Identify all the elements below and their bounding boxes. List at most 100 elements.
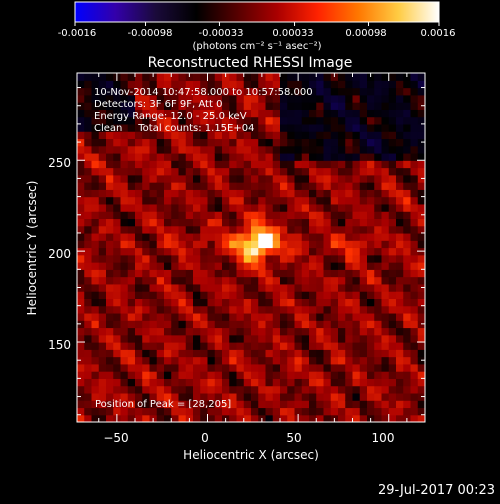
heatmap-cell bbox=[258, 312, 267, 321]
heatmap-cell bbox=[229, 298, 238, 307]
heatmap-cell bbox=[352, 116, 361, 125]
heatmap-cell bbox=[417, 312, 425, 321]
heatmap-cell bbox=[272, 407, 281, 416]
heatmap-cell bbox=[106, 254, 114, 263]
heatmap-cell bbox=[214, 203, 223, 212]
heatmap-cell bbox=[84, 312, 93, 321]
heatmap-cell bbox=[381, 283, 390, 292]
heatmap-cell bbox=[120, 414, 129, 422]
heatmap-cell bbox=[265, 283, 274, 292]
heatmap-cell bbox=[280, 145, 288, 154]
heatmap-cell bbox=[91, 371, 100, 379]
heatmap-cell bbox=[352, 247, 361, 256]
heatmap-cell bbox=[178, 211, 187, 220]
heatmap-cell bbox=[222, 327, 230, 336]
heatmap-cell bbox=[91, 356, 100, 365]
heatmap-cell bbox=[229, 414, 238, 422]
heatmap-cell bbox=[417, 334, 425, 343]
heatmap-cell bbox=[229, 334, 238, 343]
heatmap-cell bbox=[287, 203, 296, 212]
heatmap-cell bbox=[91, 131, 100, 140]
heatmap-cell bbox=[156, 196, 165, 205]
heatmap-cell bbox=[381, 378, 390, 387]
heatmap-cell bbox=[236, 94, 245, 103]
heatmap-cell bbox=[345, 392, 354, 401]
heatmap-cell bbox=[200, 262, 209, 270]
heatmap-cell bbox=[120, 378, 129, 387]
heatmap-cell bbox=[91, 400, 100, 409]
heatmap-cell bbox=[77, 407, 85, 416]
heatmap-cell bbox=[272, 342, 281, 350]
heatmap-cell bbox=[272, 291, 281, 299]
heatmap-cell bbox=[214, 262, 223, 270]
heatmap-cell bbox=[98, 196, 107, 205]
heatmap-cell bbox=[403, 196, 412, 205]
heatmap-cell bbox=[193, 342, 201, 350]
heatmap-cell bbox=[309, 218, 317, 227]
heatmap-cell bbox=[410, 167, 419, 176]
heatmap-cell bbox=[323, 94, 332, 103]
heatmap-cell bbox=[367, 247, 375, 256]
heatmap-cell bbox=[229, 407, 238, 416]
heatmap-cell bbox=[185, 232, 194, 241]
heatmap-cell bbox=[251, 356, 259, 365]
heatmap-cell bbox=[113, 196, 122, 205]
heatmap-cell bbox=[396, 312, 404, 321]
heatmap-cell bbox=[120, 254, 129, 263]
heatmap-cell bbox=[352, 320, 361, 329]
heatmap-cell bbox=[113, 320, 122, 329]
heatmap-cell bbox=[236, 232, 245, 241]
heatmap-cell bbox=[207, 363, 216, 372]
heatmap-cell bbox=[345, 400, 354, 409]
heatmap-cell bbox=[113, 80, 122, 89]
heatmap-cell bbox=[127, 196, 136, 205]
heatmap-cell bbox=[265, 385, 274, 394]
heatmap-cell bbox=[120, 131, 129, 140]
heatmap-cell bbox=[120, 203, 129, 212]
heatmap-cell bbox=[316, 305, 325, 314]
heatmap-cell bbox=[309, 87, 317, 96]
heatmap-cell bbox=[338, 363, 346, 372]
heatmap-cell bbox=[178, 305, 187, 314]
heatmap-cell bbox=[338, 283, 346, 292]
heatmap-cell bbox=[207, 116, 216, 125]
heatmap-cell bbox=[403, 269, 412, 278]
heatmap-cell bbox=[164, 138, 172, 147]
heatmap-cell bbox=[359, 291, 368, 299]
heatmap-cell bbox=[135, 262, 143, 270]
heatmap-cell bbox=[106, 218, 114, 227]
heatmap-cell bbox=[178, 225, 187, 234]
heatmap-cell bbox=[236, 123, 245, 132]
heatmap-cell bbox=[222, 334, 230, 343]
heatmap-cell bbox=[265, 211, 274, 220]
heatmap-cell bbox=[338, 145, 346, 154]
heatmap-cell bbox=[135, 254, 143, 263]
heatmap-cell bbox=[236, 312, 245, 321]
heatmap-cell bbox=[200, 232, 209, 241]
heatmap-cell bbox=[113, 385, 122, 394]
heatmap-cell bbox=[367, 363, 375, 372]
heatmap-cell bbox=[200, 116, 209, 125]
heatmap-cell bbox=[345, 320, 354, 329]
heatmap-cell bbox=[222, 189, 230, 198]
heatmap-cell bbox=[120, 385, 129, 394]
heatmap-cell bbox=[236, 247, 245, 256]
heatmap-cell bbox=[98, 371, 107, 379]
heatmap-cell bbox=[127, 73, 136, 81]
heatmap-cell bbox=[236, 291, 245, 299]
heatmap-cell bbox=[352, 291, 361, 299]
heatmap-cell bbox=[243, 218, 252, 227]
heatmap-cell bbox=[214, 414, 223, 422]
heatmap-cell bbox=[359, 145, 368, 154]
heatmap-cell bbox=[367, 80, 375, 89]
heatmap-cell bbox=[243, 211, 252, 220]
heatmap-cell bbox=[193, 407, 201, 416]
heatmap-cell bbox=[229, 356, 238, 365]
heatmap-cell bbox=[316, 102, 325, 110]
heatmap-cell bbox=[207, 160, 216, 169]
heatmap-cell bbox=[127, 269, 136, 278]
heatmap-cell bbox=[374, 269, 383, 278]
heatmap-cell bbox=[164, 378, 172, 387]
heatmap-cell bbox=[367, 334, 375, 343]
heatmap-cell bbox=[135, 392, 143, 401]
